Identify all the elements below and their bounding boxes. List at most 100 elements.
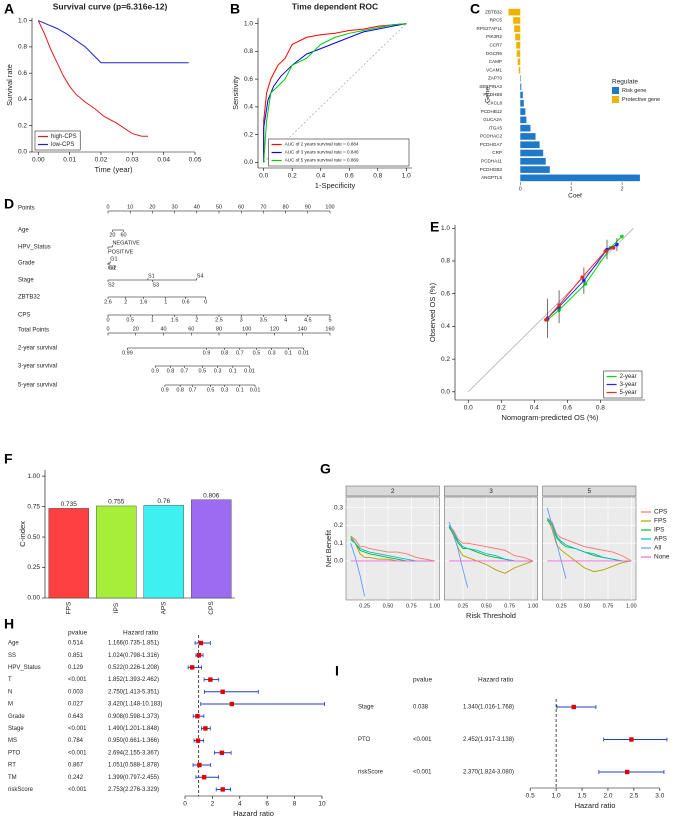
tick-label: 2.6 [104,299,112,305]
y-tick-label: PCDHAC2 [480,134,502,139]
y-axis-label: Observed OS (%) [428,282,437,342]
header: pvalue [68,630,88,637]
hr-point [201,775,207,780]
chart-title: Time dependent ROC [292,1,378,11]
pvalue: 0.003 [68,689,84,695]
bar [518,66,521,74]
x-axis-label: Risk Threshold [466,611,516,620]
y-tick-label: RPC5 [490,18,503,23]
variable: Grade [8,714,25,720]
row-label: Age [18,228,29,234]
hr-point [629,737,634,742]
row-label: HPV_Status [18,245,51,251]
x-tick-label: IPS [113,602,120,613]
hr-point [571,704,576,710]
x-tick-label: APS [160,601,167,615]
data-point [544,318,548,322]
x-tick-label: 8 [293,801,297,808]
tick-label: 70 [260,204,266,210]
hr-point [195,738,201,743]
tick-label: 3.5 [260,317,268,323]
tick-label: 0.01 [244,368,255,374]
tick-label: 80 [216,326,222,332]
y-tick-label: 0.0 [441,389,450,396]
row-label: 2-year survival [18,346,57,352]
hr-text: 1.490(1.201-1.848) [108,726,159,732]
panel-background [542,496,637,601]
hr-point [195,714,200,719]
strip-label: 5 [588,488,592,495]
x-tick-label: 2.5 [629,793,638,800]
pvalue: <0.001 [68,726,87,732]
pvalue: 0.242 [68,775,84,781]
tick-label: 20 [133,326,139,332]
tick-label: 4.5 [304,317,312,323]
panel-background [444,496,538,601]
tick-label: G3 [108,265,115,271]
reference-diagonal [468,228,634,393]
x-tick-label: 0.75 [603,603,614,609]
y-tick-label: VCAM1 [486,67,502,72]
tick-label: 0.9 [203,350,211,356]
y-tick-label: DGCR6 [486,51,503,56]
tick-label: 4 [284,317,287,323]
hr-point [220,787,225,792]
pvalue: 0.514 [68,641,84,647]
data-point [620,234,624,239]
variable: T [8,677,12,683]
tick-label: 0 [106,317,109,323]
value-label: 0.76 [157,498,170,505]
chart-title: Survival curve (p=6.316e-12) [53,1,168,11]
tick-label: 1 [164,299,167,305]
variable: HPV_Status [8,665,41,671]
y-tick-label: PIK3R2 [486,34,502,39]
x-tick-label: 0.0 [464,405,473,412]
hr-text: 1.051(0.588-1.878) [108,763,159,769]
hr-text: 3.420(1.148-10.183) [108,702,162,708]
y-axis-label: Net Benefit [324,529,333,567]
row-label: Points [18,206,35,212]
variable: riskScore [8,787,34,793]
x-tick-label: 1 [570,186,573,192]
panel-letter: H [4,616,14,632]
variable: TM [8,775,17,781]
y-tick-label: PCDHGB3 [480,167,503,172]
x-tick-label: 0.5 [526,793,535,800]
variable: RT [8,763,16,769]
y-tick-label: SERPINA3 [479,84,502,89]
tick-label: 20 [109,232,115,238]
x-tick-label: 0.01 [63,157,76,164]
y-tick-label: 0.75 [27,503,40,510]
tick-label: 1.5 [171,317,179,323]
series-line [448,521,469,588]
series-line [350,535,435,562]
pvalue: 0.129 [68,665,84,671]
legend-label: low-CPS [51,142,74,148]
x-axis-label: 1-Specificity [315,181,356,190]
x-tick-label: 4 [238,801,242,808]
tick-label: 160 [325,326,334,332]
tick-label: 0.7 [180,368,188,374]
hr-text: 2.452(1.917-3.138) [463,737,514,743]
bar [520,75,521,82]
y-tick-label: PCDHA11 [481,159,502,164]
row-label: Grade [18,261,35,267]
tick-label: S4 [197,273,204,279]
pvalue: 0.038 [413,705,429,711]
tick-label: 0.3 [214,368,222,374]
y-tick-label: 0.2 [18,122,27,129]
tick-label: 2 [195,317,198,323]
x-tick-label: 0.75 [504,603,515,609]
panel-letter: D [4,196,14,212]
y-tick-label: ITGA5 [489,125,503,130]
bar [520,141,540,149]
panel-letter: C [470,1,480,17]
tick-label: 0.9 [161,387,169,393]
bar [508,8,521,16]
strip [444,485,538,497]
tick-label: 40 [160,326,166,332]
legend-label: Risk gene [622,88,646,94]
legend-label: AUC of 5 years survival rate = 0.869 [285,158,359,163]
bar [520,133,536,140]
tick-label: 60 [238,204,244,210]
